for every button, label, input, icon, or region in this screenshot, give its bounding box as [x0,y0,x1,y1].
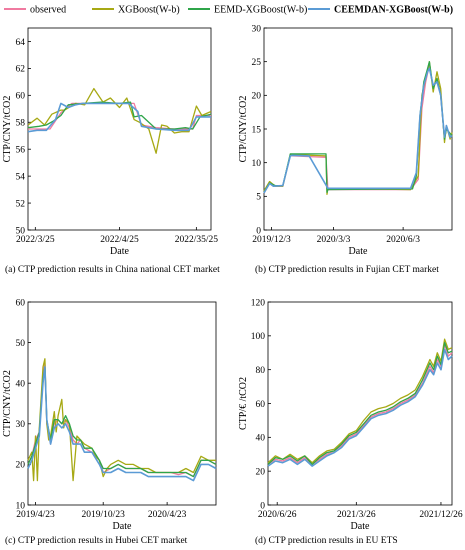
y-axis-label: CTP/€ /tCO2 [238,377,249,430]
series-line-ceemdan-xgboost-w-b [27,366,217,482]
y-tick-label: 0 [256,226,261,236]
series-line-ceemdan-xgboost-w-b [267,348,453,467]
legend-label-observed: observed [30,5,66,16]
y-tick-label: 50 [16,226,26,236]
panel-a-china-national: 50 52 54 56 58 60 62 64 2022/3/25 2022/4/25 2022/3… [2,27,220,275]
x-axis-label: Date [351,521,370,532]
y-tick-label: 20 [256,467,266,477]
y-tick-label: 30 [16,420,26,430]
series-line-eemd-xgboost-w-b [27,101,212,130]
y-tick-label: 10 [252,159,262,169]
x-tick-label: 2020/6/3 [386,235,420,245]
y-tick-label: 52 [16,199,26,209]
series-line-observed [267,343,453,466]
y-tick-label: 54 [16,172,26,182]
series-line-ceemdan-xgboost-w-b [27,102,211,133]
x-tick-label: 2019/4/23 [16,510,55,520]
y-tick-label: 50 [16,339,26,349]
y-tick-label: 25 [252,58,262,68]
series-line-xgboost-w-b [267,338,453,464]
x-axis-label: Date [110,246,129,257]
plot-frame [263,27,453,231]
y-tick-label: 120 [251,298,266,308]
x-tick-label: 2019/12/3 [252,235,291,245]
panel-b-fujian: 0 5 10 15 20 25 30 2019/12/3 2020/3/3 2020/6/3 Dat… [238,24,453,275]
y-tick-label: 80 [256,366,266,376]
x-tick-label: 2021/3/26 [337,510,376,520]
y-tick-label: 40 [16,380,26,390]
plot-frame [267,301,453,506]
panel-c-hubei: 10 20 30 40 50 60 2019/4/23 2019/10/23 2020/4/23… [2,298,217,546]
y-tick-label: 60 [16,92,26,102]
x-tick-label: 2021/12/26 [419,510,463,520]
y-tick-label: 64 [16,38,26,48]
panel-caption: (c) CTP prediction results in Hubei CET … [5,535,188,546]
y-tick-label: 10 [16,501,26,511]
legend-entry-ceemdan: CEEMDAN-XGBoost(W-b) [308,5,453,16]
y-tick-label: 62 [16,65,26,75]
legend-label-eemd: EEMD-XGBoost(W-b) [214,5,307,16]
y-tick-label: 58 [16,119,26,129]
legend-label-xgboost: XGBoost(W-b) [118,5,180,16]
x-tick-label: 2019/10/23 [82,510,126,520]
series-line-eemd-xgboost-w-b [263,61,453,193]
panel-caption: (a) CTP prediction results in China nati… [5,264,220,275]
x-tick-label: 2022/35/25 [175,235,219,245]
y-axis-label: CTP/CNY/tCO2 [2,96,13,163]
x-axis-label: Date [113,521,132,532]
y-tick-label: 20 [252,92,262,102]
x-tick-label: 2020/3/3 [317,235,351,245]
y-tick-label: 40 [256,434,266,444]
y-tick-label: 15 [252,125,262,135]
y-tick-label: 5 [256,193,261,203]
x-tick-label: 2020/4/23 [148,510,187,520]
legend-entry-eemd: EEMD-XGBoost(W-b) [188,5,307,16]
legend-entry-xgboost: XGBoost(W-b) [92,5,180,16]
x-tick-label: 2022/4/25 [100,235,139,245]
legend-entry-observed: observed [4,5,66,16]
y-tick-label: 60 [256,400,266,410]
series-line-xgboost-w-b [27,87,212,154]
series-line-eemd-xgboost-w-b [267,341,453,466]
y-tick-label: 100 [251,332,266,342]
y-tick-label: 0 [260,501,265,511]
panel-caption: (b) CTP prediction results in Fujian CET… [255,264,439,275]
plot-frame [27,301,217,506]
panel-d-eu-ets: 0 20 40 60 80 100 120 2020/6/26 2021/3/26 2021/12… [238,298,463,546]
y-axis-label: CTP/CNY/tCO2 [238,96,249,163]
x-axis-label: Date [349,246,368,257]
legend: observed XGBoost(W-b) EEMD-XGBoost(W-b) … [4,5,453,16]
series-line-ceemdan-xgboost-w-b [263,67,453,194]
y-tick-label: 30 [252,24,262,34]
x-tick-label: 2022/3/25 [16,235,55,245]
panel-caption: (d) CTP prediction results in EU ETS [255,535,398,546]
y-tick-label: 20 [16,461,26,471]
y-tick-label: 60 [16,298,26,308]
legend-label-ceemdan: CEEMDAN-XGBoost(W-b) [334,5,453,16]
y-tick-label: 56 [16,146,26,156]
x-tick-label: 2020/6/26 [258,510,297,520]
y-axis-label: CTP/CNY/tCO2 [2,370,13,437]
